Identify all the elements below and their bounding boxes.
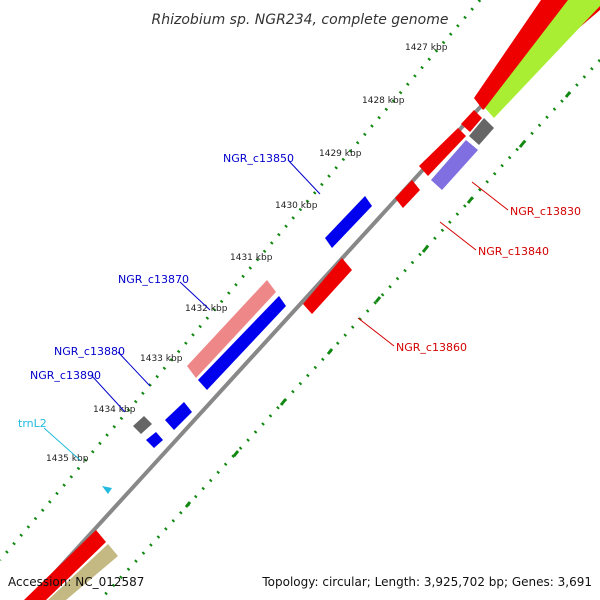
ruler-label-1427: 1427 kbp — [405, 43, 448, 53]
feature-red-ngr-c13840-area[interactable] — [419, 128, 466, 176]
feature-ngr-c13840[interactable] — [395, 180, 420, 208]
inner-tick-track — [98, 58, 600, 600]
gene-label-ngr-c13880[interactable]: NGR_c13880 — [54, 345, 125, 358]
gene-label-ngr-c13870[interactable]: NGR_c13870 — [118, 273, 189, 286]
feature-trnl2[interactable] — [102, 486, 112, 494]
leader-ngr-c13830 — [471, 181, 509, 211]
feature-ngr-c13870-pseudo[interactable] — [187, 280, 276, 378]
leader-ngr-c13870 — [179, 281, 211, 311]
leader-ngr-c13860 — [357, 317, 395, 347]
leader-ngr-c13850 — [287, 159, 321, 195]
gene-label-ngr-c13860[interactable]: NGR_c13860 — [396, 341, 467, 354]
feature-ngr-c13870[interactable] — [198, 296, 286, 390]
feature-ngr-c13830[interactable] — [431, 140, 478, 190]
leader-trnl2 — [43, 427, 81, 461]
gene-label-ngr-c13830[interactable]: NGR_c13830 — [510, 205, 581, 218]
ruler-labels: 1427 kbp 1428 kbp 1429 kbp 1430 kbp 1431… — [46, 43, 448, 464]
leader-ngr-c13840 — [439, 221, 477, 251]
ruler-label-1429: 1429 kbp — [319, 149, 362, 159]
ruler-label-1433: 1433 kbp — [140, 354, 183, 364]
gene-label-ngr-c13890[interactable]: NGR_c13890 — [30, 369, 101, 382]
feature-gray-right[interactable] — [469, 118, 494, 145]
feature-gray-small[interactable] — [133, 416, 152, 434]
map-title: Rhizobium sp. NGR234, complete genome — [152, 12, 449, 28]
feature-red-bottom[interactable] — [24, 530, 106, 600]
feature-ngr-c13880[interactable] — [165, 402, 192, 430]
leader-ngr-c13890 — [91, 375, 126, 413]
gene-label-ngr-c13850[interactable]: NGR_c13850 — [223, 152, 294, 165]
ruler-label-1432: 1432 kbp — [185, 304, 228, 314]
major-ticks — [184, 91, 572, 508]
ruler-label-1431: 1431 kbp — [230, 253, 273, 263]
gene-label-ngr-c13840[interactable]: NGR_c13840 — [478, 245, 549, 258]
feature-red-small-1[interactable] — [461, 110, 482, 132]
ruler-label-1428: 1428 kbp — [362, 96, 405, 106]
accession-text: Accession: NC_012587 — [8, 575, 144, 589]
outer-tick-track — [0, 0, 482, 561]
feature-ngr-c13850[interactable] — [325, 196, 372, 248]
feature-lime[interactable] — [485, 0, 600, 118]
ruler-label-1435: 1435 kbp — [46, 454, 89, 464]
ruler-label-1434: 1434 kbp — [93, 405, 136, 415]
ruler-label-1430: 1430 kbp — [275, 201, 318, 211]
leader-ngr-c13880 — [117, 351, 151, 387]
feature-olive-bottom[interactable] — [48, 544, 118, 600]
feature-ngr-c13860[interactable] — [303, 258, 352, 314]
feature-ngr-c13890[interactable] — [146, 432, 163, 448]
gene-label-trnl2[interactable]: trnL2 — [18, 417, 47, 430]
genome-summary-text: Topology: circular; Length: 3,925,702 bp… — [261, 575, 592, 589]
